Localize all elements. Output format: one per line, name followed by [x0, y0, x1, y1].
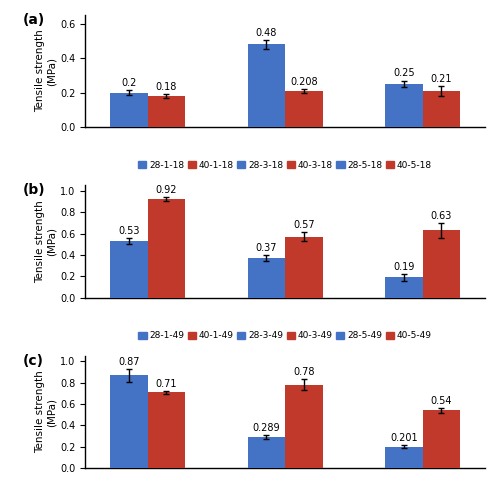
Text: 0.18: 0.18: [156, 82, 177, 92]
Text: (b): (b): [23, 183, 46, 197]
Bar: [110, 241, 148, 298]
Text: 0.78: 0.78: [293, 368, 314, 377]
Y-axis label: Tensile strength
(MPa): Tensile strength (MPa): [36, 371, 57, 453]
Bar: [385, 84, 422, 127]
Bar: [110, 375, 148, 468]
Text: 0.54: 0.54: [430, 396, 452, 406]
Bar: [148, 392, 185, 468]
Text: 0.71: 0.71: [156, 378, 177, 388]
Bar: [422, 410, 460, 468]
Bar: [385, 277, 422, 298]
Text: 0.92: 0.92: [156, 185, 177, 195]
Text: 0.87: 0.87: [118, 357, 140, 367]
Bar: [248, 258, 285, 298]
Text: 0.25: 0.25: [393, 69, 414, 79]
Bar: [148, 96, 185, 127]
Bar: [110, 93, 148, 127]
Bar: [422, 230, 460, 298]
Text: (c): (c): [23, 354, 44, 368]
Text: 0.2: 0.2: [121, 78, 136, 88]
Text: 0.208: 0.208: [290, 78, 318, 88]
Bar: [248, 44, 285, 127]
Text: 0.57: 0.57: [293, 221, 314, 231]
Bar: [285, 385, 323, 468]
Bar: [248, 437, 285, 468]
Legend: 28-1-49, 40-1-49, 28-3-49, 40-3-49, 28-5-49, 40-5-49: 28-1-49, 40-1-49, 28-3-49, 40-3-49, 28-5…: [138, 331, 432, 340]
Y-axis label: Tensile strength
(MPa): Tensile strength (MPa): [36, 30, 57, 113]
Text: 0.201: 0.201: [390, 433, 417, 443]
Text: 0.21: 0.21: [430, 74, 452, 84]
Text: 0.19: 0.19: [393, 262, 414, 272]
Legend: 28-1-18, 40-1-18, 28-3-18, 40-3-18, 28-5-18, 40-5-18: 28-1-18, 40-1-18, 28-3-18, 40-3-18, 28-5…: [138, 161, 432, 170]
Bar: [422, 91, 460, 127]
Text: 0.53: 0.53: [118, 226, 140, 237]
Text: 0.37: 0.37: [256, 244, 277, 253]
Bar: [385, 447, 422, 468]
Bar: [148, 199, 185, 298]
Text: 0.48: 0.48: [256, 28, 277, 38]
Text: 0.289: 0.289: [252, 423, 280, 433]
Text: 0.63: 0.63: [430, 211, 452, 221]
Y-axis label: Tensile strength
(MPa): Tensile strength (MPa): [36, 200, 57, 283]
Text: (a): (a): [23, 12, 45, 27]
Bar: [285, 237, 323, 298]
Bar: [285, 91, 323, 127]
